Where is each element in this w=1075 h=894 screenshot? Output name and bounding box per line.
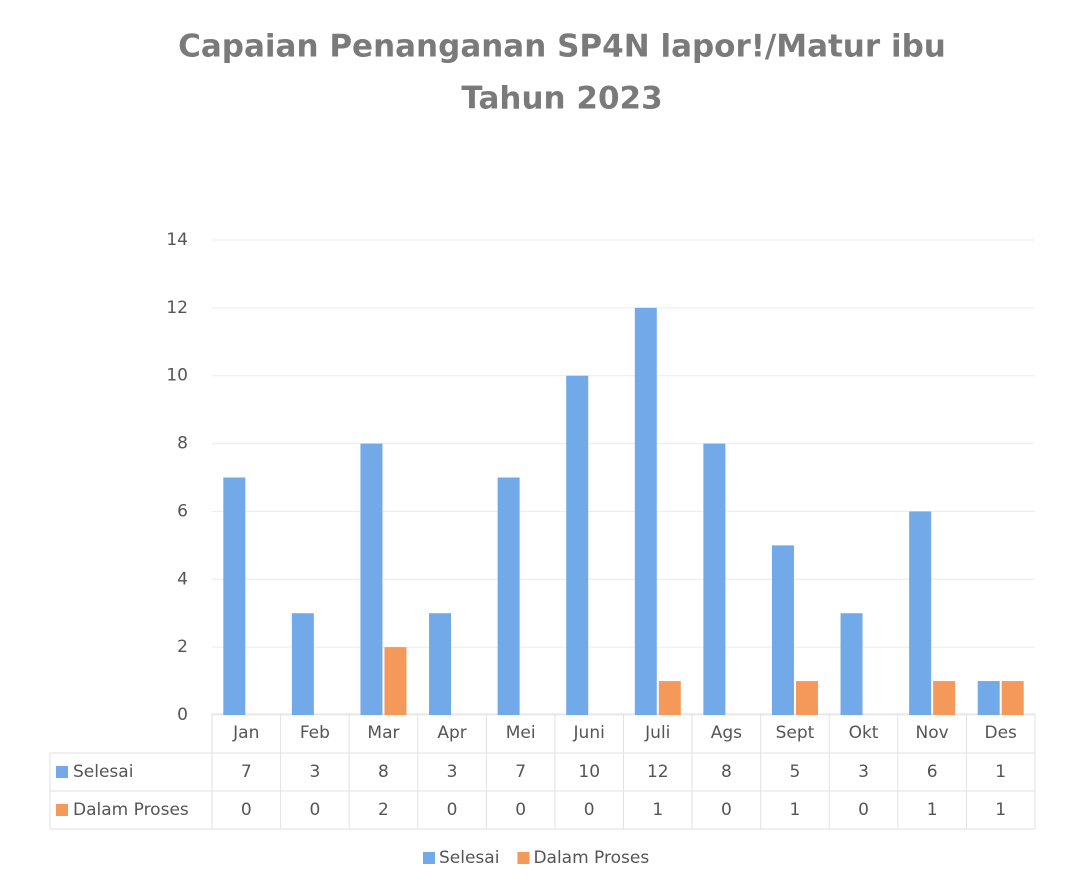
table-cell: 1: [790, 800, 801, 820]
x-tick-label: Mar: [367, 723, 399, 743]
table-cell: 0: [721, 800, 732, 820]
legend-label: Selesai: [439, 848, 499, 868]
y-tick-label: 14: [166, 230, 188, 250]
x-tick-label: Sept: [776, 723, 815, 743]
table-legend-key: [56, 804, 68, 816]
chart-title: Capaian Penanganan SP4N lapor!/Matur ibu: [178, 29, 946, 65]
x-tick-label: Juli: [644, 723, 670, 743]
table-cell: 3: [447, 762, 458, 782]
bar: [933, 681, 956, 715]
table-cell: 3: [309, 762, 320, 782]
legend-key: [423, 852, 435, 864]
bar: [360, 443, 383, 715]
bar: [429, 613, 452, 715]
bar: [497, 477, 520, 715]
table-cell: 6: [927, 762, 938, 782]
x-tick-label: Apr: [437, 723, 466, 743]
chart-title: Tahun 2023: [461, 81, 662, 117]
table-cell: 1: [995, 762, 1006, 782]
table-cell: 0: [447, 800, 458, 820]
table-legend-key: [56, 766, 68, 778]
x-tick-label: Nov: [916, 723, 949, 743]
table-cell: 0: [515, 800, 526, 820]
bar: [977, 681, 1000, 715]
bar: [634, 307, 657, 715]
x-tick-label: Okt: [849, 723, 879, 743]
table-cell: 5: [790, 762, 801, 782]
table-cell: 10: [578, 762, 600, 782]
bar: [840, 613, 863, 715]
table-row-label: Selesai: [73, 762, 133, 782]
x-tick-label: Mei: [506, 723, 536, 743]
table-cell: 3: [858, 762, 869, 782]
table-cell: 8: [378, 762, 389, 782]
table-cell: 1: [927, 800, 938, 820]
table-cell: 0: [241, 800, 252, 820]
bar: [223, 477, 246, 715]
bar: [1001, 681, 1024, 715]
y-tick-label: 8: [177, 434, 188, 454]
y-tick-label: 6: [177, 501, 188, 521]
table-cell: 8: [721, 762, 732, 782]
bar: [795, 681, 818, 715]
y-tick-label: 12: [166, 298, 188, 318]
bar: [291, 613, 314, 715]
y-tick-label: 4: [177, 569, 188, 589]
bar: [566, 375, 589, 715]
legend-label: Dalam Proses: [533, 848, 649, 868]
table-cell: 12: [647, 762, 669, 782]
table-cell: 0: [309, 800, 320, 820]
bar: [658, 681, 681, 715]
table-cell: 7: [515, 762, 526, 782]
table-cell: 1: [652, 800, 663, 820]
bar: [909, 511, 932, 715]
y-tick-label: 10: [166, 366, 188, 386]
x-tick-label: Jan: [232, 723, 259, 743]
table-cell: 7: [241, 762, 252, 782]
bar: [771, 545, 794, 715]
bar: [384, 647, 407, 715]
y-tick-label: 2: [177, 637, 188, 657]
x-tick-label: Feb: [300, 723, 330, 743]
x-tick-label: Juni: [573, 723, 605, 743]
legend-key: [517, 852, 530, 864]
table-cell: 2: [378, 800, 389, 820]
x-tick-label: Ags: [711, 723, 742, 743]
x-tick-label: Des: [985, 723, 1018, 743]
bar: [703, 443, 726, 715]
table-row-label: Dalam Proses: [73, 800, 189, 820]
table-cell: 1: [995, 800, 1006, 820]
y-tick-label: 0: [177, 705, 188, 725]
table-cell: 0: [858, 800, 869, 820]
table-cell: 0: [584, 800, 595, 820]
